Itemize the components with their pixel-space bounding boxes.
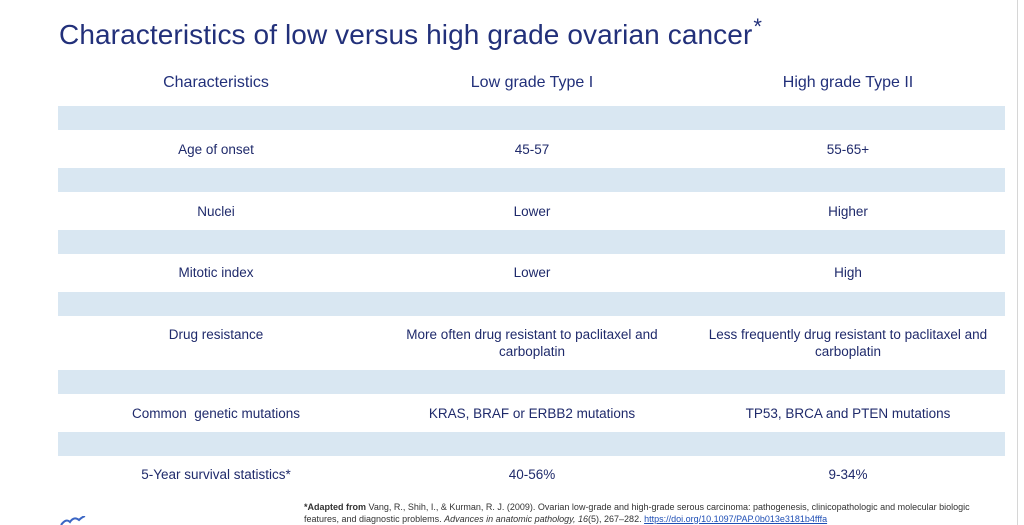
cell-characteristic: Common genetic mutations: [131, 406, 301, 421]
cell-high-grade: TP53, BRCA and PTEN mutations: [745, 406, 951, 421]
cell-low-grade: KRAS, BRAF or ERBB2 mutations: [428, 406, 636, 421]
logo-mark-icon: [60, 516, 86, 525]
slide-edge-divider: [1017, 0, 1018, 525]
column-header-characteristics: Characteristics: [163, 74, 269, 91]
cell-high-grade: Less frequently drug resistant to paclit…: [708, 327, 988, 359]
cell-low-grade: 40-56%: [508, 467, 556, 482]
cell-characteristic: Age of onset: [178, 142, 254, 157]
cell-high-grade: 55-65+: [826, 142, 870, 157]
cell-low-grade: More often drug resistant to paclitaxel …: [406, 327, 658, 359]
cell-low-grade: 45-57: [514, 142, 550, 157]
citation-footnote: *Adapted from Vang, R., Shih, I., & Kurm…: [304, 502, 1004, 525]
title-footnote-marker: *: [753, 14, 763, 39]
footnote-journal: Advances in anatomic pathology, 16: [444, 513, 589, 524]
cell-characteristic: 5-Year survival statistics*: [141, 467, 291, 482]
cell-low-grade: Lower: [513, 265, 551, 280]
row-separator-band: [58, 292, 1005, 316]
cell-characteristic: Drug resistance: [168, 327, 264, 342]
footnote-citation: Vang, R., Shih, I., & Kurman, R. J. (200…: [304, 502, 970, 524]
cell-low-grade: Lower: [513, 204, 551, 219]
row-separator-band: [58, 432, 1005, 456]
row-separator-band: [58, 168, 1005, 192]
footnote-lead: *Adapted from: [304, 502, 367, 512]
column-header-low-grade: Low grade Type I: [470, 74, 594, 91]
cell-high-grade: 9-34%: [828, 467, 868, 482]
column-header-high-grade: High grade Type II: [782, 74, 914, 91]
row-separator-band: [58, 370, 1005, 394]
cell-high-grade: Higher: [828, 204, 868, 219]
cell-characteristic: Nuclei: [197, 204, 235, 219]
page-title-text: Characteristics of low versus high grade…: [59, 19, 753, 50]
row-separator-band: [58, 230, 1005, 254]
page-title: Characteristics of low versus high grade…: [59, 14, 762, 51]
row-separator-band: [58, 106, 1005, 130]
footnote-pages: (5), 267–282.: [588, 513, 645, 524]
cell-high-grade: High: [834, 265, 862, 280]
doi-link[interactable]: https://doi.org/10.1097/PAP.0b013e3181b4…: [644, 513, 828, 524]
cell-characteristic: Mitotic index: [178, 265, 254, 280]
